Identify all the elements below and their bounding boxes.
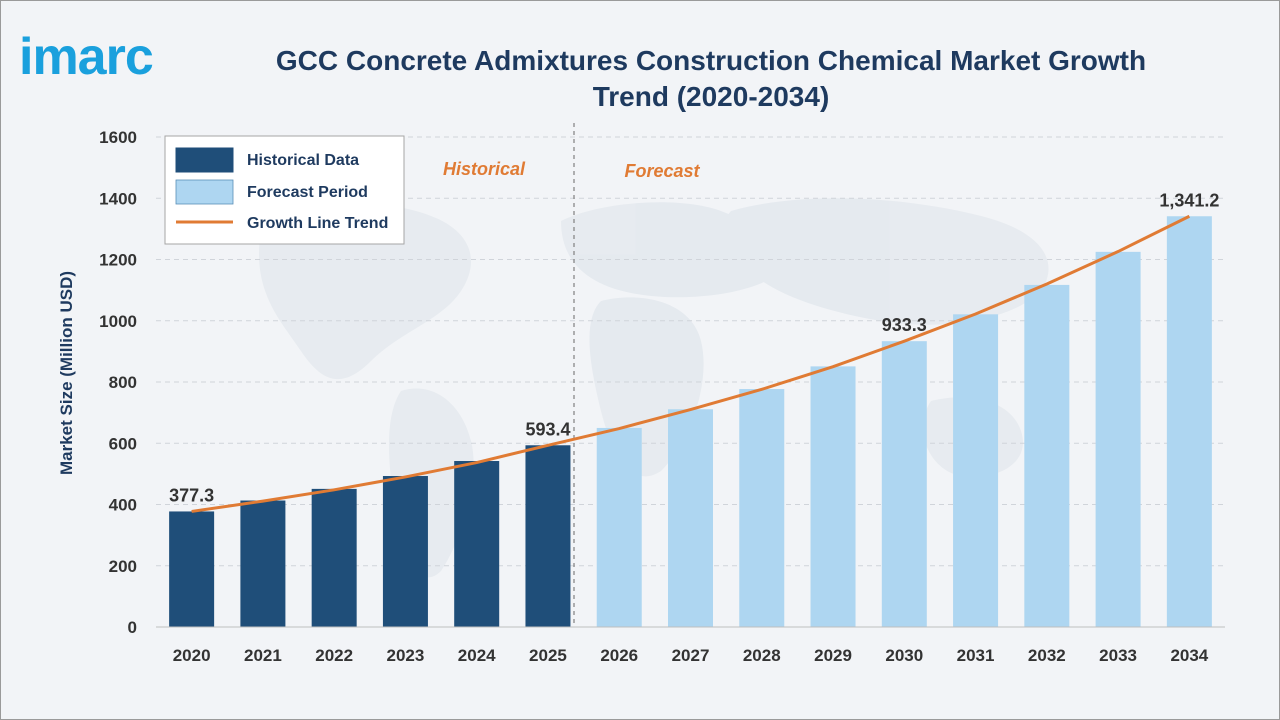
data-label-2030: 933.3 [882, 315, 927, 335]
chart-title: GCC Concrete Admixtures Construction Che… [275, 45, 1147, 112]
bar-2033 [1095, 251, 1141, 627]
x-tick-label: 2032 [1028, 646, 1066, 665]
x-tick-label: 2021 [244, 646, 282, 665]
x-tick-label: 2033 [1099, 646, 1137, 665]
y-tick-label: 200 [109, 557, 137, 576]
y-tick-label: 1400 [99, 189, 137, 208]
legend: Historical Data Forecast Period Growth L… [164, 135, 405, 245]
y-tick-label: 1200 [99, 251, 137, 270]
growth-trend-line [191, 214, 1191, 513]
legend-forecast-swatch [175, 179, 234, 205]
historical-section-label: Historical [443, 159, 526, 179]
bars [169, 216, 1212, 627]
y-tick-label: 1000 [99, 312, 137, 331]
bar-2026 [596, 427, 642, 627]
bar-2034 [1166, 216, 1212, 627]
legend-forecast-label: Forecast Period [247, 184, 368, 201]
bar-2024 [454, 461, 500, 627]
x-tick-label: 2028 [743, 646, 781, 665]
imarc-logo: imarc [19, 28, 154, 86]
bar-2028 [739, 389, 785, 627]
data-label-2025: 593.4 [525, 419, 570, 439]
x-tick-label: 2026 [600, 646, 638, 665]
bar-2032 [1024, 284, 1070, 627]
x-tick-label: 2025 [529, 646, 567, 665]
x-tick-label: 2022 [315, 646, 353, 665]
forecast-section-label: Forecast [624, 161, 700, 181]
y-tick-label: 800 [109, 373, 137, 392]
legend-trend-label: Growth Line Trend [247, 215, 388, 232]
y-axis-ticks: 0 200 400 600 800 1000 1200 1400 1600 [99, 128, 137, 637]
data-label-2020: 377.3 [169, 485, 214, 505]
y-tick-label: 1600 [99, 128, 137, 147]
x-tick-label: 2034 [1170, 646, 1208, 665]
bar-2025 [525, 445, 571, 627]
bar-2027 [668, 409, 713, 627]
y-tick-label: 600 [109, 434, 137, 453]
x-tick-label: 2024 [458, 646, 496, 665]
x-tick-label: 2023 [387, 646, 425, 665]
legend-historical-label: Historical Data [247, 152, 359, 169]
bar-2021 [240, 500, 286, 627]
bar-2031 [953, 314, 999, 627]
bar-2022 [311, 488, 357, 627]
y-axis-label: Market Size (Million USD) [57, 271, 76, 475]
data-labels: 377.3 593.4 933.3 1,341.2 [169, 190, 1219, 505]
x-tick-label: 2031 [957, 646, 995, 665]
world-map-background [259, 198, 1049, 578]
legend-historical-swatch [175, 147, 234, 173]
y-tick-label: 0 [128, 618, 137, 637]
data-label-2034: 1,341.2 [1159, 190, 1219, 210]
x-tick-label: 2020 [173, 646, 211, 665]
x-tick-label: 2030 [885, 646, 923, 665]
x-tick-label: 2029 [814, 646, 852, 665]
x-axis-ticks: 2020 2021 2022 2023 2024 2025 2026 2027 2028 2029… [173, 646, 1209, 665]
bar-2029 [810, 366, 856, 627]
bar-2030 [881, 341, 927, 627]
bar-2023 [382, 476, 428, 627]
y-tick-label: 400 [109, 496, 137, 515]
bar-2020 [169, 511, 215, 627]
x-tick-label: 2027 [672, 646, 710, 665]
